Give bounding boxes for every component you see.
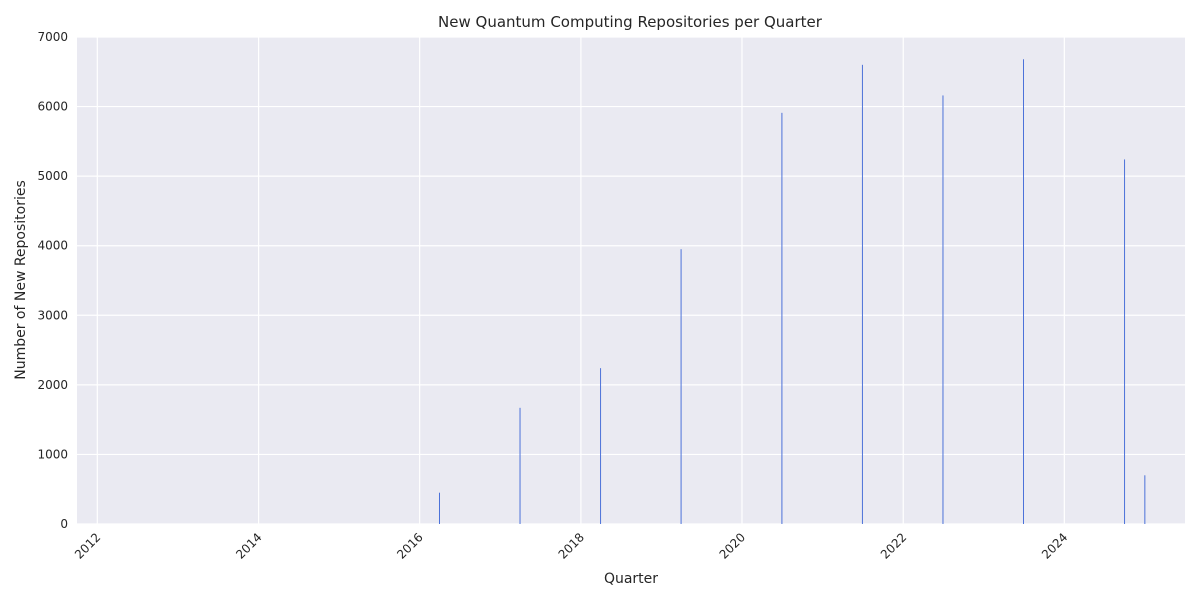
bar bbox=[680, 249, 682, 524]
x-tick-label: 2012 bbox=[72, 530, 103, 561]
bars bbox=[438, 59, 1146, 525]
x-tick-label: 2018 bbox=[556, 530, 587, 561]
x-axis-label: Quarter bbox=[604, 571, 658, 587]
bar bbox=[438, 492, 440, 524]
y-tick-label: 7000 bbox=[37, 30, 68, 44]
x-tick-label: 2020 bbox=[717, 530, 748, 561]
grid-lines bbox=[77, 36, 1185, 525]
y-tick-label: 0 bbox=[60, 517, 68, 531]
y-axis-label: Number of New Repositories bbox=[13, 180, 29, 380]
bar bbox=[861, 64, 863, 524]
bar bbox=[1144, 475, 1146, 524]
y-tick-label: 6000 bbox=[37, 100, 68, 114]
plot-area bbox=[77, 37, 1185, 524]
x-tick-labels: 2012 2014 2016 2018 2020 2022 2024 bbox=[72, 530, 1071, 561]
chart-title: New Quantum Computing Repositories per Q… bbox=[438, 13, 823, 31]
bar bbox=[1124, 159, 1126, 524]
y-tick-label: 1000 bbox=[37, 447, 68, 461]
bar bbox=[1022, 59, 1024, 525]
x-tick-label: 2024 bbox=[1039, 530, 1070, 561]
y-tick-label: 5000 bbox=[37, 169, 68, 183]
y-tick-label: 4000 bbox=[37, 239, 68, 253]
bar bbox=[781, 112, 783, 524]
y-tick-label: 3000 bbox=[37, 308, 68, 322]
bar bbox=[600, 368, 602, 524]
x-tick-label: 2022 bbox=[878, 530, 909, 561]
bar bbox=[519, 407, 521, 524]
y-tick-label: 2000 bbox=[37, 378, 68, 392]
y-tick-labels: 0 1000 2000 3000 4000 5000 6000 7000 bbox=[37, 30, 68, 531]
x-tick-label: 2014 bbox=[233, 530, 264, 561]
x-tick-label: 2016 bbox=[394, 530, 425, 561]
bar bbox=[942, 95, 944, 524]
